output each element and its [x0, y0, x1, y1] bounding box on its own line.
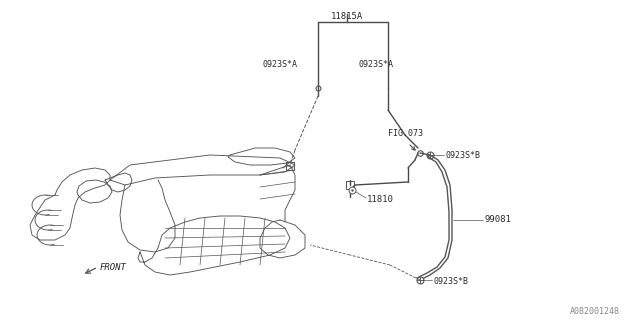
- Text: 0923S*B: 0923S*B: [433, 277, 468, 286]
- Text: 0923S*B: 0923S*B: [445, 150, 480, 159]
- Text: 0923S*A: 0923S*A: [262, 60, 297, 68]
- Text: 0923S*A: 0923S*A: [358, 60, 393, 68]
- Text: A082001248: A082001248: [570, 308, 620, 316]
- Text: 11810: 11810: [367, 196, 394, 204]
- Text: FIG.073: FIG.073: [388, 129, 423, 138]
- FancyBboxPatch shape: [346, 181, 354, 189]
- Text: 11815A: 11815A: [331, 12, 363, 21]
- Text: 99081: 99081: [484, 215, 511, 225]
- Text: FRONT: FRONT: [100, 263, 127, 273]
